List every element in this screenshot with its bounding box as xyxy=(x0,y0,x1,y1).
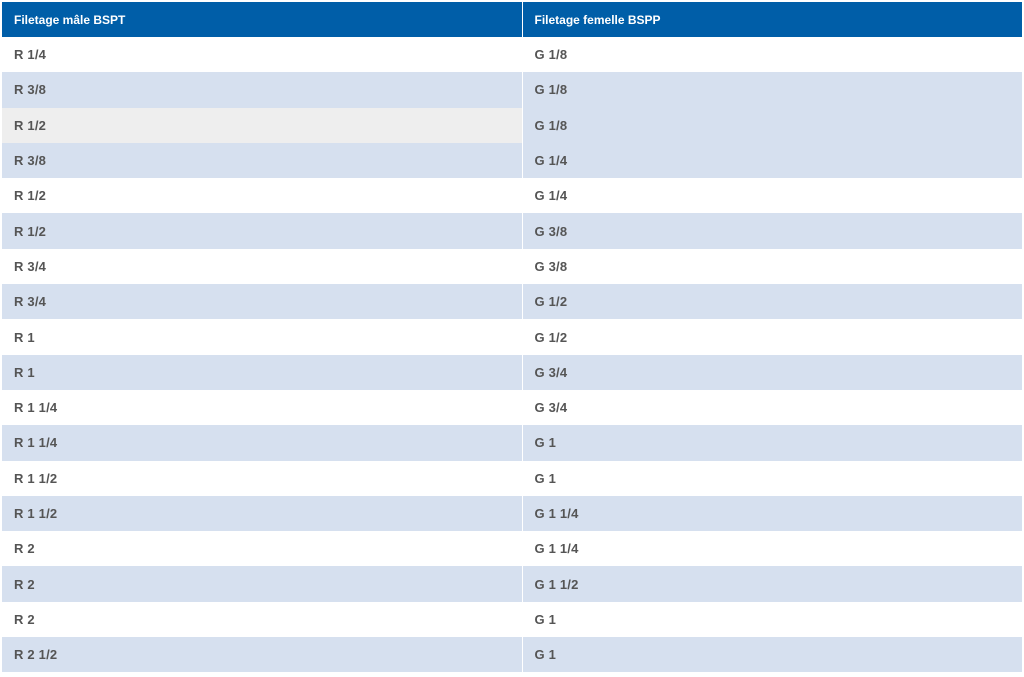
female-thread-cell: G 1/8 xyxy=(522,37,1022,73)
table-row: R 1 1/4 G 3/4 xyxy=(2,389,1022,426)
table-row: R 2 1/2 G 1 xyxy=(2,637,1022,673)
male-thread-cell: R 1 xyxy=(2,319,523,355)
female-thread-cell: G 1 xyxy=(522,425,1022,461)
female-thread-cell: G 1/8 xyxy=(522,107,1022,143)
male-thread-cell: R 3/8 xyxy=(2,72,523,108)
table-row: R 1/2 G 3/8 xyxy=(2,213,1022,249)
female-thread-cell: G 1/8 xyxy=(522,72,1022,108)
female-thread-cell: G 1/4 xyxy=(522,142,1022,179)
header-row: Filetage mâle BSPT Filetage femelle BSPP xyxy=(2,2,1022,37)
table-row: R 1/4 G 1/8 xyxy=(2,37,1022,73)
male-thread-cell: R 2 xyxy=(2,531,523,567)
table-header: Filetage mâle BSPT Filetage femelle BSPP xyxy=(2,2,1022,37)
table-row: R 3/8 G 1/4 xyxy=(2,142,1022,179)
female-thread-cell: G 1 1/2 xyxy=(522,566,1022,602)
male-thread-cell: R 2 1/2 xyxy=(2,637,523,673)
female-thread-cell: G 1 xyxy=(522,460,1022,496)
female-thread-cell: G 1 xyxy=(522,601,1022,638)
female-thread-cell: G 1 xyxy=(522,637,1022,673)
male-thread-cell: R 1/4 xyxy=(2,37,523,73)
table-row: R 1/2 G 1/8 xyxy=(2,107,1022,143)
male-thread-cell: R 1 xyxy=(2,354,523,390)
table-body: R 1/4 G 1/8 R 3/8 G 1/8 R 1/2 G 1/8 R 3/8 G … xyxy=(2,37,1022,673)
male-thread-cell: R 1/2 xyxy=(2,213,523,249)
table-row: R 3/8 G 1/8 xyxy=(2,72,1022,108)
table-row: R 1/2 G 1/4 xyxy=(2,178,1022,214)
male-thread-cell: R 1 1/2 xyxy=(2,495,523,532)
column-header-male-bspt: Filetage mâle BSPT xyxy=(2,2,523,37)
female-thread-cell: G 3/4 xyxy=(522,389,1022,426)
male-thread-cell: R 3/4 xyxy=(2,248,523,285)
female-thread-cell: G 3/4 xyxy=(522,354,1022,390)
male-thread-cell: R 3/8 xyxy=(2,142,523,179)
column-header-female-bspp: Filetage femelle BSPP xyxy=(522,2,1022,37)
male-thread-cell: R 1 1/4 xyxy=(2,389,523,426)
male-thread-cell: R 1/2 xyxy=(2,107,523,143)
male-thread-cell: R 1 1/4 xyxy=(2,425,523,461)
table-row: R 1 1/2 G 1 xyxy=(2,460,1022,496)
male-thread-cell: R 1 1/2 xyxy=(2,460,523,496)
female-thread-cell: G 1/2 xyxy=(522,319,1022,355)
table-row: R 1 1/4 G 1 xyxy=(2,425,1022,461)
female-thread-cell: G 1/2 xyxy=(522,284,1022,320)
table-row: R 1 1/2 G 1 1/4 xyxy=(2,495,1022,532)
male-thread-cell: R 1/2 xyxy=(2,178,523,214)
table-row: R 3/4 G 1/2 xyxy=(2,284,1022,320)
table-row: R 3/4 G 3/8 xyxy=(2,248,1022,285)
female-thread-cell: G 1/4 xyxy=(522,178,1022,214)
male-thread-cell: R 3/4 xyxy=(2,284,523,320)
female-thread-cell: G 3/8 xyxy=(522,213,1022,249)
male-thread-cell: R 2 xyxy=(2,601,523,638)
female-thread-cell: G 1 1/4 xyxy=(522,495,1022,532)
male-thread-cell: R 2 xyxy=(2,566,523,602)
female-thread-cell: G 3/8 xyxy=(522,248,1022,285)
female-thread-cell: G 1 1/4 xyxy=(522,531,1022,567)
